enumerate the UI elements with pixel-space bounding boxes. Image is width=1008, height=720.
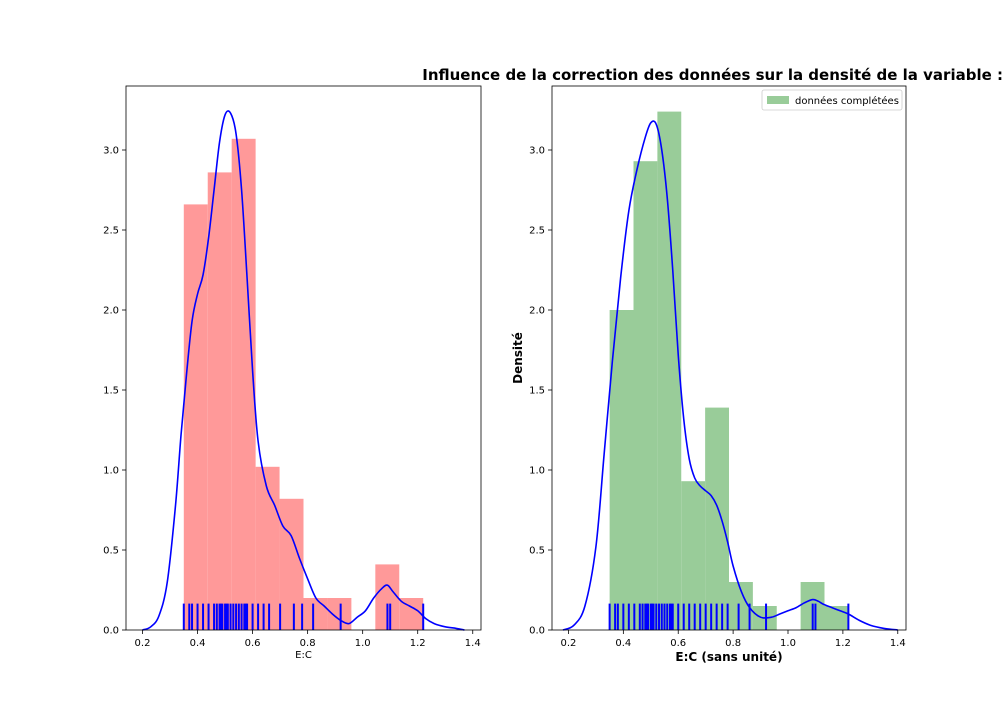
- x-tick-label-0: 0.2: [561, 638, 577, 649]
- histogram-bar-0: [183, 204, 208, 630]
- left-chart-panel: 0.2 0.4 0.6 0.8 1.0 1.2 1.4 0.0 0.5 1.0 1.5 2.0 2.5…: [103, 85, 482, 661]
- histogram-bar-5: [303, 598, 328, 630]
- y-tick-label-2: 1.0: [103, 466, 119, 477]
- right-histogram-bars: [609, 111, 849, 631]
- x-tick-label-3: 0.8: [725, 638, 741, 649]
- histogram-bar-1: [633, 161, 658, 630]
- histogram-bar-0: [609, 310, 634, 630]
- x-tick-label-6: 1.4: [465, 638, 481, 649]
- histogram-bar-9: [399, 598, 424, 630]
- right-y-ticks: 0.0 0.5 1.0 1.5 2.0 2.5 3.0: [529, 146, 552, 637]
- x-tick-label-5: 1.2: [835, 638, 851, 649]
- y-tick-label-3: 1.5: [529, 386, 545, 397]
- legend-label: données complétées: [795, 95, 899, 107]
- right-y-axis-label: Densité: [511, 332, 525, 384]
- y-tick-label-4: 2.0: [529, 306, 545, 317]
- histogram-bar-2: [657, 111, 682, 631]
- x-tick-label-2: 0.6: [245, 638, 261, 649]
- left-histogram-bars: [183, 138, 424, 631]
- x-tick-label-0: 0.2: [135, 638, 151, 649]
- x-tick-label-4: 1.0: [355, 638, 371, 649]
- left-kde-curve: [142, 110, 465, 631]
- right-kde-curve: [562, 120, 898, 631]
- histogram-bar-3: [255, 466, 280, 630]
- left-y-ticks: 0.0 0.5 1.0 1.5 2.0 2.5 3.0: [103, 146, 126, 637]
- x-tick-label-4: 1.0: [780, 638, 796, 649]
- y-tick-label-4: 2.0: [103, 306, 119, 317]
- right-chart-panel: 0.2 0.4 0.6 0.8 1.0 1.2 1.4 0.0 0.5 1.0 1.5 2.0 2.5…: [511, 85, 907, 664]
- y-tick-label-1: 0.5: [529, 546, 545, 557]
- legend-swatch: [767, 96, 789, 104]
- y-tick-label-5: 2.5: [103, 226, 119, 237]
- histogram-bar-6: [327, 598, 352, 630]
- y-tick-label-0: 0.0: [529, 626, 545, 637]
- right-plot-frame: [551, 85, 907, 631]
- right-x-ticks: 0.2 0.4 0.6 0.8 1.0 1.2 1.4: [561, 630, 906, 649]
- left-rug-marks: [182, 603, 425, 630]
- histogram-bar-8: [375, 564, 400, 630]
- left-x-ticks: 0.2 0.4 0.6 0.8 1.0 1.2 1.4: [135, 630, 481, 649]
- y-tick-label-6: 3.0: [103, 146, 119, 157]
- histogram-bar-5: [729, 582, 753, 630]
- x-tick-label-1: 0.4: [190, 638, 206, 649]
- left-plot-frame: [125, 85, 482, 631]
- right-x-axis-label: E:C (sans unité): [675, 650, 782, 664]
- x-tick-label-5: 1.2: [410, 638, 426, 649]
- x-tick-label-3: 0.8: [300, 638, 316, 649]
- figure-title: Influence de la correction des données s…: [422, 66, 1003, 84]
- histogram-bar-1: [207, 172, 232, 630]
- histogram-bar-4: [279, 498, 304, 630]
- y-tick-label-5: 2.5: [529, 226, 545, 237]
- right-legend: données complétées: [761, 89, 903, 111]
- histogram-bar-2: [231, 138, 256, 631]
- right-rug-marks: [608, 603, 850, 630]
- left-x-axis-label: E:C: [295, 650, 312, 661]
- x-tick-label-1: 0.4: [615, 638, 631, 649]
- y-tick-label-1: 0.5: [103, 546, 119, 557]
- y-tick-label-6: 3.0: [529, 146, 545, 157]
- legend-box: [761, 89, 903, 111]
- x-tick-label-2: 0.6: [670, 638, 686, 649]
- y-tick-label-2: 1.0: [529, 466, 545, 477]
- histogram-bar-4: [705, 407, 729, 630]
- y-tick-label-0: 0.0: [103, 626, 119, 637]
- histogram-bar-3: [681, 481, 706, 630]
- y-tick-label-3: 1.5: [103, 386, 119, 397]
- x-tick-label-6: 1.4: [890, 638, 906, 649]
